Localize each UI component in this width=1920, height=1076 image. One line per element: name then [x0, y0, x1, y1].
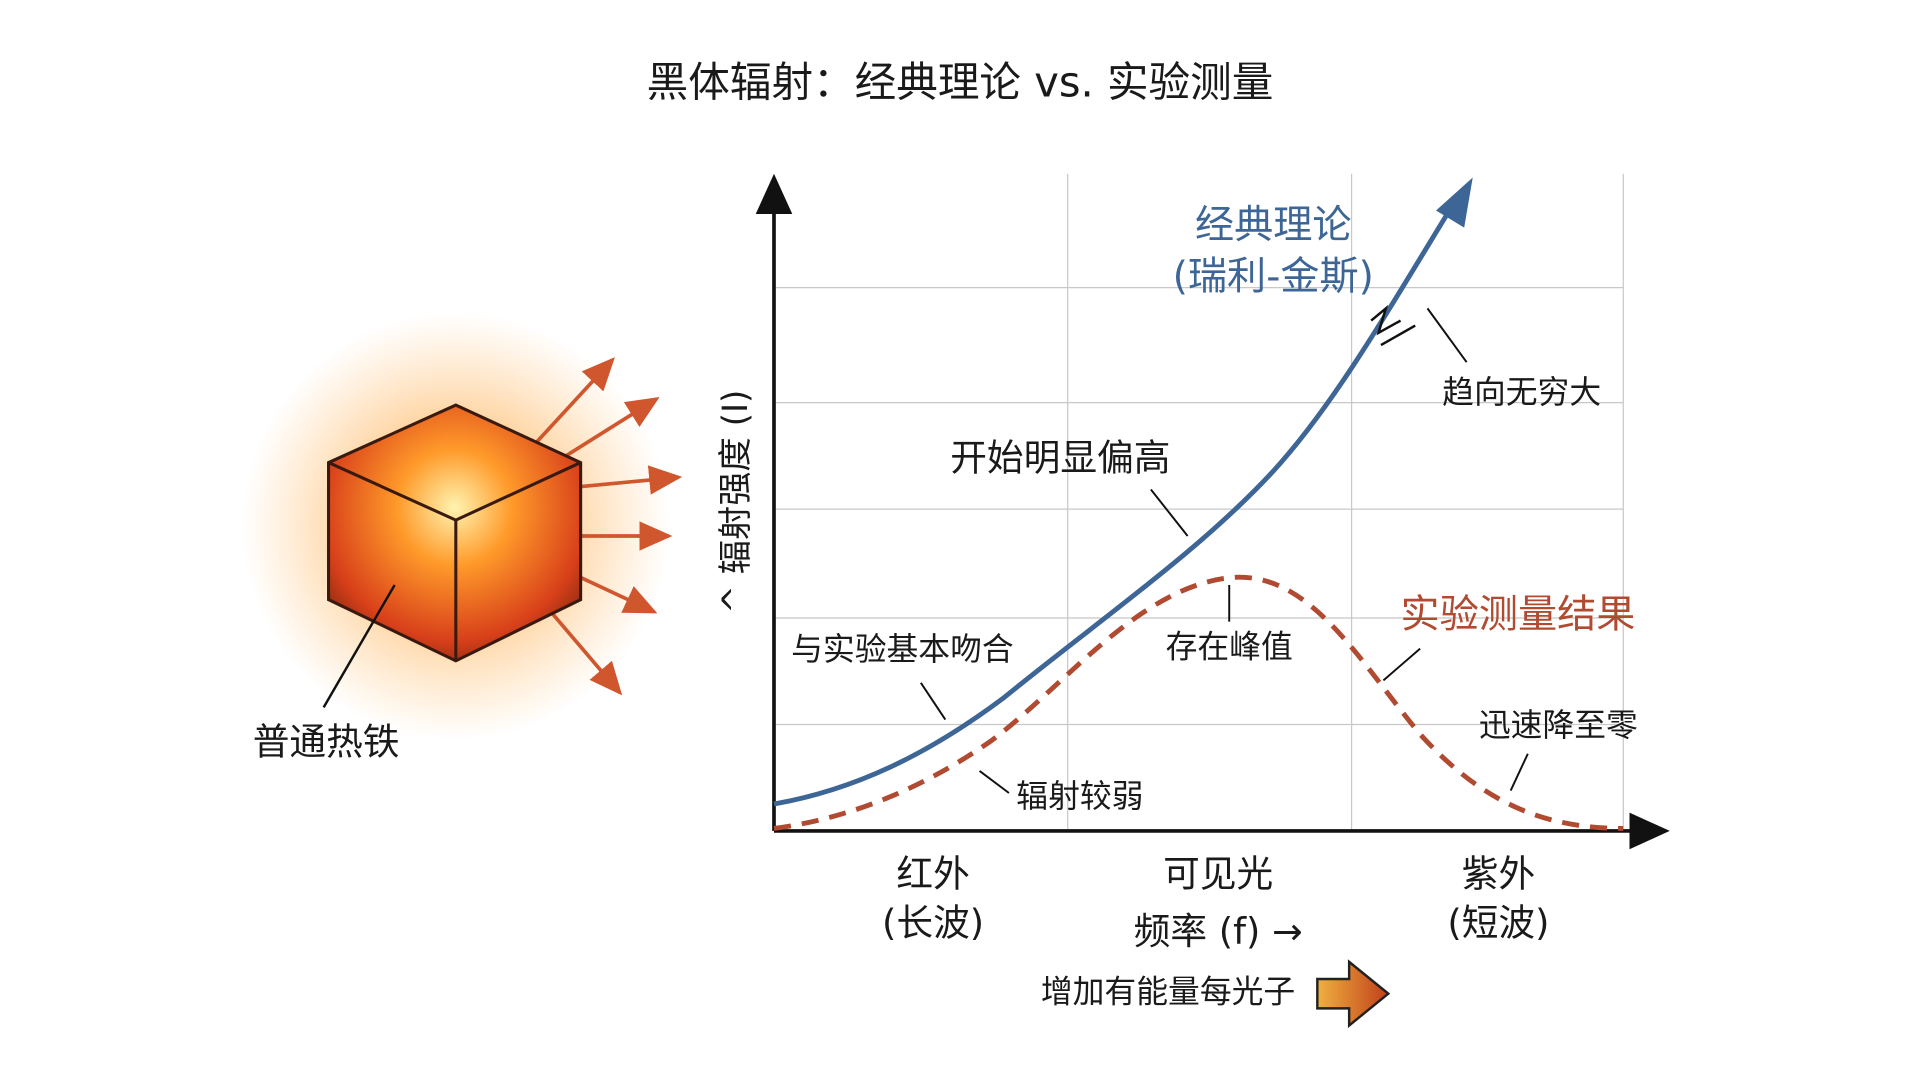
classical-curve	[773, 196, 1459, 807]
annotation: 趋向无穷大	[1442, 373, 1601, 411]
energy-arrow	[1316, 959, 1391, 1029]
annotation: 辐射较弱	[1016, 777, 1143, 815]
region-name: 紫外	[1462, 853, 1535, 896]
annotation: 与实验基本吻合	[791, 630, 1014, 668]
region-name: 红外	[896, 853, 969, 896]
annotation: 迅速降至零	[1479, 706, 1638, 744]
hot-iron	[241, 312, 683, 741]
experimental-curve	[773, 574, 1624, 831]
grid	[773, 173, 1624, 831]
y-axis-label: ^ 辐射强度 (I)	[716, 390, 756, 614]
region-detail: (长波)	[882, 902, 984, 945]
annotation: 存在峰值	[1166, 628, 1293, 666]
leader-lines	[920, 307, 1529, 794]
axes	[755, 173, 1670, 850]
title: 黑体辐射：经典理论 vs. 实验测量	[647, 58, 1274, 107]
classical-name: 经典理论	[1195, 203, 1352, 248]
x-axis-label: 频率 (f) →	[1134, 910, 1303, 953]
annotation: 开始明显偏高	[950, 437, 1170, 480]
object-label: 普通热铁	[253, 721, 400, 764]
region-detail: (短波)	[1447, 902, 1549, 945]
classical-arrowhead	[1436, 177, 1473, 228]
break-symbol	[1370, 304, 1416, 347]
classical-subname: (瑞利-金斯)	[1173, 255, 1374, 300]
x-axis-note: 增加有能量每光子	[1041, 973, 1295, 1011]
region-name: 可见光	[1163, 853, 1273, 896]
experimental-name: 实验测量结果	[1401, 592, 1636, 637]
